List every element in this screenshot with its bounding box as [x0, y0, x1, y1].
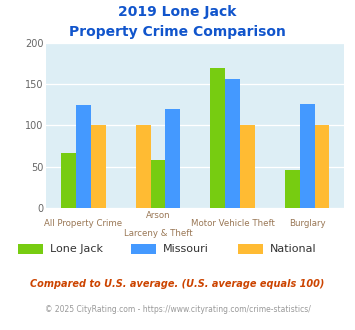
Text: Lone Jack: Lone Jack: [50, 244, 103, 254]
Text: Compared to U.S. average. (U.S. average equals 100): Compared to U.S. average. (U.S. average …: [30, 279, 325, 289]
Text: Property Crime Comparison: Property Crime Comparison: [69, 25, 286, 39]
Text: Arson: Arson: [146, 211, 170, 220]
Bar: [136, 125, 151, 208]
Bar: [210, 68, 225, 208]
Text: © 2025 CityRating.com - https://www.cityrating.com/crime-statistics/: © 2025 CityRating.com - https://www.city…: [45, 305, 310, 314]
Text: National: National: [270, 244, 316, 254]
Text: Missouri: Missouri: [163, 244, 209, 254]
Text: Motor Vehicle Theft: Motor Vehicle Theft: [191, 219, 274, 228]
Bar: [91, 125, 106, 208]
Bar: [315, 125, 329, 208]
Bar: [285, 170, 300, 208]
Text: Larceny & Theft: Larceny & Theft: [124, 229, 192, 238]
Bar: [240, 125, 255, 208]
Bar: [76, 105, 91, 208]
Bar: [225, 79, 240, 208]
Text: Burglary: Burglary: [289, 219, 326, 228]
Bar: [61, 152, 76, 208]
Bar: [165, 109, 180, 208]
Text: 2019 Lone Jack: 2019 Lone Jack: [118, 5, 237, 19]
Bar: [300, 104, 315, 208]
Bar: [151, 160, 165, 208]
Text: All Property Crime: All Property Crime: [44, 219, 122, 228]
